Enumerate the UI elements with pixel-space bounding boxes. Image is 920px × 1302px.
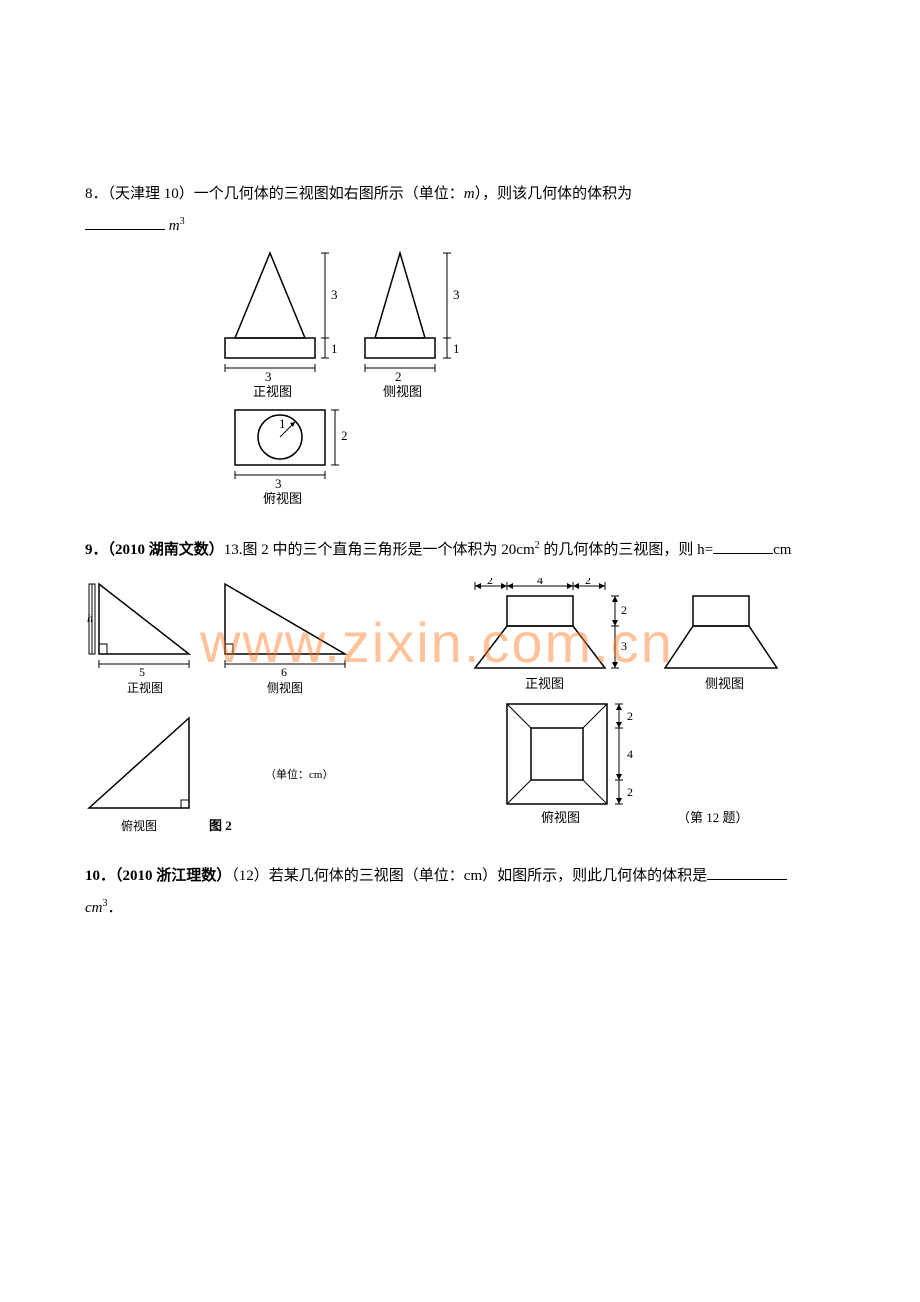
q8-front-base-h: 1 (331, 341, 338, 356)
q10-blank (707, 865, 787, 880)
problem-10: 10．（2010 浙江理数）（12）若某几何体的三视图（单位：cm）如图所示，则… (85, 862, 840, 922)
q8-answer-line: m3 (85, 208, 840, 240)
q10-ref: （第 12 题） (677, 810, 749, 825)
q10-side-label: 侧视图 (705, 676, 744, 691)
q9-h-label: h (87, 611, 93, 625)
q9-blank (713, 539, 773, 554)
q8-unit-m: m (464, 186, 475, 202)
q8-top-label: 俯视图 (263, 491, 302, 506)
problem-9: 9．（2010 湖南文数）13.图 2 中的三个直角三角形是一个体积为 20cm… (85, 532, 840, 838)
q9-source: （2010 湖南文数） (108, 542, 224, 558)
q10-top-2b: 2 (627, 785, 633, 799)
q8-side-base-h: 1 (453, 341, 460, 356)
q8-front-label: 正视图 (253, 384, 292, 399)
q9-text: 9．（2010 湖南文数）13.图 2 中的三个直角三角形是一个体积为 20cm… (85, 532, 840, 564)
q10-text: 10．（2010 浙江理数）（12）若某几何体的三视图（单位：cm）如图所示，则… (85, 862, 840, 890)
q10-source: （2010 浙江理数） (115, 868, 231, 884)
q9-subnum: 13. (224, 542, 243, 558)
q10-front-label: 正视图 (525, 676, 564, 691)
q10-subnum: （12） (231, 868, 269, 884)
q9-figure: 5 h 正视图 6 侧视图 （单位：cm） (85, 578, 395, 838)
q8-svg: 3 1 3 正视图 3 (215, 248, 475, 508)
q9-svg: 5 h 正视图 6 侧视图 （单位：cm） (85, 578, 395, 838)
q8-front-cone-h: 3 (331, 287, 338, 302)
q9-q10-figures-row: 5 h 正视图 6 侧视图 （单位：cm） (85, 578, 840, 838)
q9-front-w: 5 (139, 665, 145, 679)
q10-dim-2a: 2 (487, 578, 493, 587)
q8-source: （天津理 10） (108, 186, 194, 202)
q9-figname: 图 2 (209, 818, 232, 833)
q8-blank (85, 215, 165, 230)
q9-side-w: 6 (281, 665, 287, 679)
q10-top-label: 俯视图 (541, 810, 580, 825)
q8-ans-sup: 3 (180, 216, 185, 227)
q8-figure: 3 1 3 正视图 3 (85, 248, 840, 508)
q10-dim-2b: 2 (585, 578, 591, 587)
q10-unit: cm (85, 900, 103, 916)
q9-unit-note: （单位：cm） (265, 767, 333, 781)
problem-8: 8．（天津理 10）一个几何体的三视图如右图所示（单位：m），则该几何体的体积为… (85, 180, 840, 508)
q9-body2: 的几何体的三视图，则 h= (540, 542, 713, 558)
q8-body2: ），则该几何体的体积为 (475, 186, 633, 202)
q8-top-h: 2 (341, 428, 348, 443)
q8-front-w: 3 (265, 369, 272, 384)
q9-top-label: 俯视图 (121, 818, 157, 833)
q9-body1: 图 2 中的三个直角三角形是一个体积为 20cm (243, 542, 535, 558)
q10-dim-3: 3 (621, 639, 627, 653)
q10-body1: 若某几何体的三视图（单位：cm）如图所示，则此几何体的体积是 (269, 868, 707, 884)
q9-front-label: 正视图 (127, 680, 163, 695)
q9-number: 9． (85, 542, 108, 558)
q10-number: 10． (85, 868, 115, 884)
q10-top-2a: 2 (627, 709, 633, 723)
q10-figure: 2 4 2 2 (455, 578, 795, 833)
q8-number: 8． (85, 186, 108, 202)
q10-svg: 2 4 2 2 (455, 578, 795, 833)
q8-side-cone-h: 3 (453, 287, 460, 302)
q8-side-w: 2 (395, 369, 402, 384)
q8-top-r: 1 (279, 416, 286, 431)
q8-ans-unit: m (169, 218, 180, 234)
q8-side-label: 侧视图 (383, 384, 422, 399)
q9-unit-tail: cm (773, 542, 791, 558)
q10-tail: ． (108, 900, 123, 916)
q8-body1: 一个几何体的三视图如右图所示（单位： (194, 186, 464, 202)
q10-top-4: 4 (627, 747, 633, 761)
q9-side-label: 侧视图 (267, 680, 303, 695)
q10-dim-4: 4 (537, 578, 543, 587)
q10-dim-2c: 2 (621, 603, 627, 617)
q8-text: 8．（天津理 10）一个几何体的三视图如右图所示（单位：m），则该几何体的体积为 (85, 180, 840, 208)
q8-top-w: 3 (275, 476, 282, 491)
q10-unit-line: cm3． (85, 890, 840, 922)
